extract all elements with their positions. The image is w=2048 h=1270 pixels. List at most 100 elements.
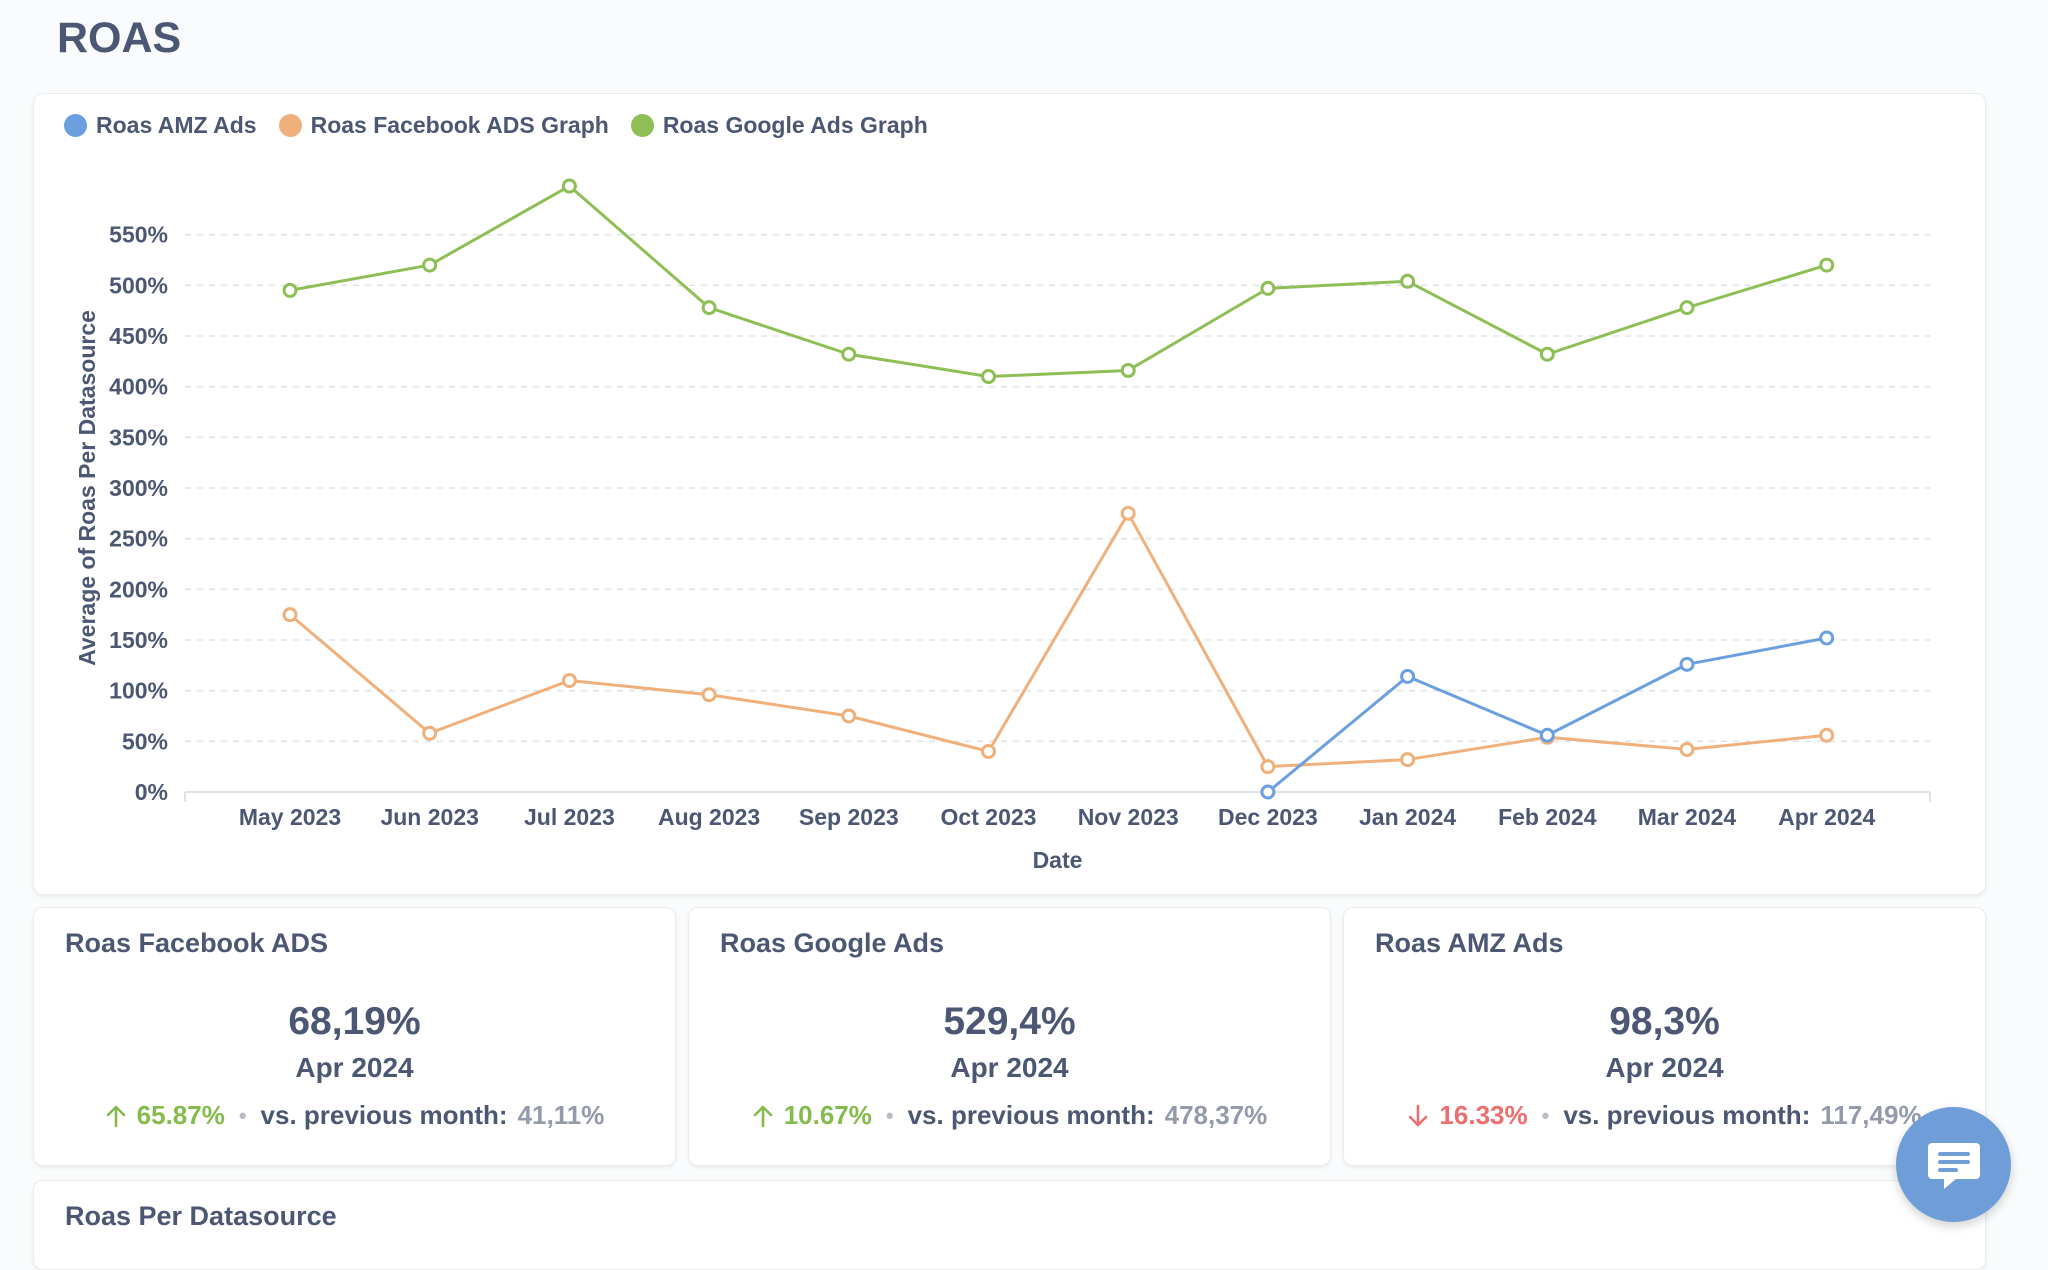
y-tick-label: 450% — [109, 323, 168, 349]
x-tick-label: Oct 2023 — [941, 804, 1037, 830]
y-tick-label: 250% — [109, 526, 168, 552]
metric-title: Roas Google Ads — [720, 928, 945, 958]
metric-change: 10.67% — [783, 1100, 872, 1130]
data-point-roas-amz-ads — [1400, 668, 1416, 684]
chat-icon — [1927, 1142, 1980, 1189]
y-tick-label: 400% — [109, 374, 168, 400]
data-point-roas-google-ads-graph — [282, 282, 298, 298]
data-point-roas-facebook-ads-graph — [422, 725, 438, 741]
data-point-roas-facebook-ads-graph — [282, 607, 298, 623]
legend-item-google[interactable]: Roas Google Ads Graph — [630, 112, 928, 139]
data-point-roas-amz-ads — [1679, 656, 1695, 672]
separator-dot: • — [885, 1102, 894, 1128]
x-tick-label: Feb 2024 — [1498, 804, 1597, 830]
y-axis-title: Average of Roas Per Datasource — [74, 310, 100, 666]
legend-dot-facebook — [278, 114, 302, 137]
legend-label-facebook: Roas Facebook ADS Graph — [310, 112, 609, 138]
y-tick-label: 550% — [109, 222, 168, 248]
data-point-roas-facebook-ads-graph — [561, 673, 577, 689]
x-tick-label: May 2023 — [239, 804, 341, 830]
data-point-roas-facebook-ads-graph — [1679, 741, 1695, 757]
y-tick-label: 350% — [109, 424, 168, 450]
x-tick-label: Apr 2024 — [1778, 804, 1875, 830]
metric-card-google[interactable]: Roas Google Ads 529,4% Apr 2024 10.67% •… — [688, 907, 1331, 1166]
metric-value: 68,19% — [288, 1000, 421, 1043]
data-point-roas-google-ads-graph — [422, 257, 438, 273]
separator-dot: • — [1541, 1102, 1550, 1128]
data-point-roas-google-ads-graph — [1260, 280, 1276, 296]
data-point-roas-google-ads-graph — [1539, 346, 1555, 362]
data-point-roas-google-ads-graph — [1120, 362, 1136, 378]
data-point-roas-amz-ads — [1819, 630, 1835, 646]
chat-button[interactable] — [1896, 1107, 2011, 1222]
data-point-roas-facebook-ads-graph — [1400, 752, 1416, 768]
chart-legend: Roas AMZ Ads Roas Facebook ADS Graph Roa… — [64, 112, 928, 139]
roas-per-datasource-card[interactable]: Roas Per Datasource — [33, 1180, 1986, 1270]
y-tick-label: 150% — [109, 627, 168, 653]
legend-label-amz: Roas AMZ Ads — [96, 112, 257, 138]
series-line-roas-amz-ads — [1266, 636, 1829, 794]
data-point-roas-facebook-ads-graph — [701, 687, 717, 703]
card-title: Roas Per Datasource — [65, 1201, 337, 1231]
arrow-up-icon — [106, 1105, 125, 1127]
metric-comparison: 16.33% • vs. previous month: 117,49% — [1344, 1100, 1985, 1131]
x-axis-title: Date — [1033, 847, 1083, 873]
legend-dot-google — [630, 114, 654, 137]
data-point-roas-facebook-ads-graph — [1260, 759, 1276, 775]
x-tick-label: Jul 2023 — [524, 804, 615, 830]
data-point-roas-facebook-ads-graph — [1819, 727, 1835, 743]
x-tick-label: Mar 2024 — [1638, 804, 1737, 830]
x-tick-label: Nov 2023 — [1078, 804, 1179, 830]
data-point-roas-facebook-ads-graph — [841, 708, 857, 724]
data-point-roas-amz-ads — [1539, 727, 1555, 743]
data-point-roas-facebook-ads-graph — [1120, 505, 1136, 521]
legend-item-amz[interactable]: Roas AMZ Ads — [64, 112, 257, 139]
metric-value: 529,4% — [943, 1000, 1076, 1043]
data-point-roas-google-ads-graph — [701, 300, 717, 316]
data-point-roas-google-ads-graph — [841, 346, 857, 362]
metric-prev-label: vs. previous month: — [907, 1100, 1155, 1130]
x-tick-label: Aug 2023 — [658, 804, 760, 830]
y-tick-label: 100% — [109, 678, 168, 704]
metric-value: 98,3% — [1609, 1000, 1720, 1043]
data-point-roas-google-ads-graph — [981, 369, 996, 385]
x-tick-label: Sep 2023 — [799, 804, 899, 830]
y-tick-label: 50% — [122, 728, 168, 754]
metric-prev-label: vs. previous month: — [260, 1100, 508, 1130]
data-point-roas-google-ads-graph — [1400, 273, 1416, 289]
roas-chart-card: 0% 50% 100% 150% 200% 250% 300% 350% 400% 450% 500… — [33, 93, 1986, 895]
metric-comparison: 65.87% • vs. previous month: 41,11% — [34, 1100, 675, 1131]
metric-title: Roas AMZ Ads — [1375, 928, 1564, 958]
metric-change: 16.33% — [1439, 1100, 1528, 1130]
data-point-roas-google-ads-graph — [1819, 257, 1835, 273]
legend-item-facebook[interactable]: Roas Facebook ADS Graph — [278, 112, 609, 139]
metric-change: 65.87% — [136, 1100, 225, 1130]
data-point-roas-google-ads-graph — [561, 178, 577, 194]
metric-prev-value: 117,49% — [1820, 1100, 1922, 1130]
x-tick-label: Jan 2024 — [1359, 804, 1456, 830]
metric-prev-value: 478,37% — [1164, 1100, 1268, 1130]
x-tick-label: Dec 2023 — [1218, 804, 1318, 830]
arrow-down-icon — [1409, 1104, 1428, 1126]
page-title: ROAS — [57, 14, 182, 62]
metric-period: Apr 2024 — [950, 1052, 1069, 1083]
separator-dot: • — [238, 1102, 247, 1128]
series-line-roas-facebook-ads-graph — [288, 511, 1829, 769]
y-tick-label: 0% — [135, 779, 168, 805]
data-point-roas-google-ads-graph — [1679, 300, 1695, 316]
y-tick-label: 200% — [109, 576, 168, 602]
metric-period: Apr 2024 — [1605, 1052, 1724, 1083]
metric-card-facebook[interactable]: Roas Facebook ADS 68,19% Apr 2024 65.87%… — [33, 907, 676, 1166]
metric-title: Roas Facebook ADS — [65, 928, 329, 958]
metric-comparison: 10.67% • vs. previous month: 478,37% — [689, 1100, 1330, 1131]
metric-card-amz[interactable]: Roas AMZ Ads 98,3% Apr 2024 16.33% • vs.… — [1343, 907, 1986, 1166]
arrow-up-icon — [753, 1105, 773, 1127]
metric-period: Apr 2024 — [295, 1052, 414, 1083]
roas-line-chart: 0% 50% 100% 150% 200% 250% 300% 350% 400% 450% 500… — [74, 178, 1931, 873]
legend-dot-amz — [64, 114, 87, 137]
data-point-roas-amz-ads — [1260, 784, 1276, 800]
metric-prev-value: 41,11% — [517, 1100, 605, 1130]
metric-prev-label: vs. previous month: — [1563, 1100, 1811, 1130]
legend-label-google: Roas Google Ads Graph — [662, 112, 928, 138]
series-line-roas-google-ads-graph — [288, 184, 1829, 379]
